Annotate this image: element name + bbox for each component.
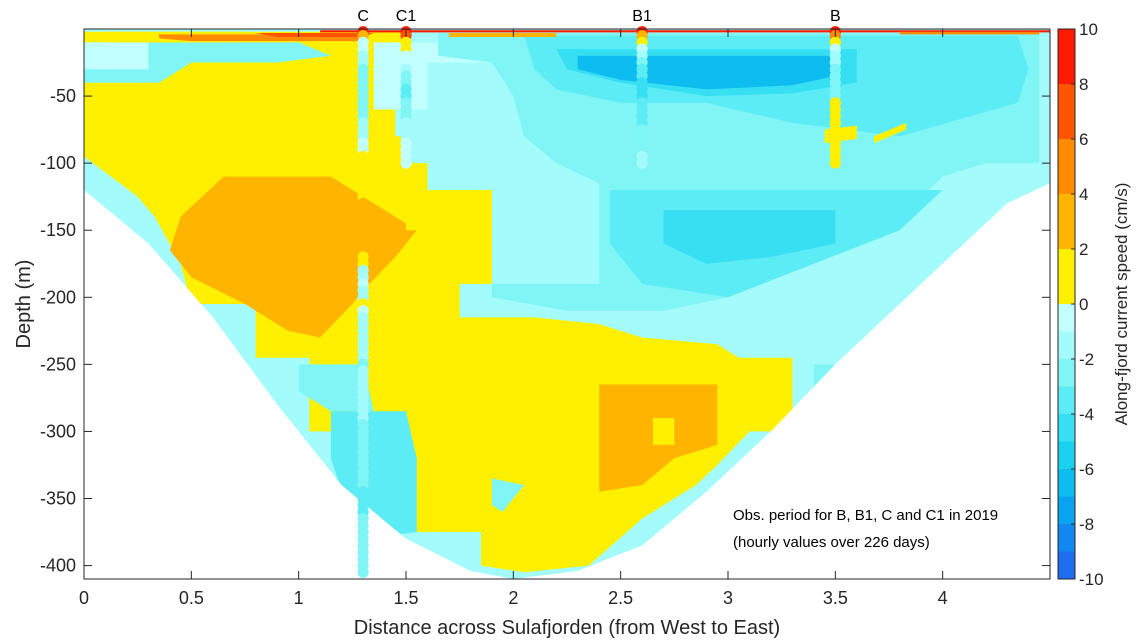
x-axis: 0 0.5 1 1.5 2 2.5 3 3.5 4 [79, 29, 948, 608]
x-tick-label: 2.5 [608, 588, 633, 608]
mooring-label-c1: C1 [396, 8, 417, 25]
colorbar-tick-label: 2 [1079, 240, 1088, 259]
below-seabed-mask-layer [84, 183, 1050, 580]
mooring-markers-layer: C C1 B1 B [357, 8, 841, 578]
colorbar-tick-label: -8 [1079, 515, 1094, 534]
contour-region-15 [406, 190, 428, 231]
contour-region-23 [255, 33, 374, 37]
mooring-label-c: C [357, 8, 369, 25]
x-tick-label: 1 [294, 588, 304, 608]
colorbar: 10 8 6 4 2 0 -2 -4 -6 -8 -10 [1057, 20, 1104, 589]
colorbar-band [1058, 194, 1075, 249]
contour-region-19 [298, 364, 374, 412]
x-axis-label: Distance across Sulafjorden (from West t… [354, 617, 780, 639]
x-tick-label: 4 [938, 588, 948, 608]
contour-region-24 [320, 30, 1050, 33]
x-tick-label: 0 [79, 588, 89, 608]
contour-region-4 [84, 42, 149, 70]
colorbar-label: Along-fjord current speed (cm/s) [1112, 183, 1131, 426]
mooring-b1-point [636, 157, 648, 169]
y-tick-label: -250 [40, 354, 76, 374]
colorbar-band [1058, 551, 1075, 579]
x-tick-label: 2 [508, 588, 518, 608]
colorbar-band [1058, 524, 1075, 552]
contour-fill-layer [84, 29, 1050, 579]
colorbar-tick-label: -2 [1079, 350, 1094, 369]
x-tick-label: 3.5 [823, 588, 848, 608]
below-seabed-mask [84, 183, 1050, 580]
mooring-b-point [829, 157, 841, 169]
colorbar-tick-label: 4 [1079, 185, 1088, 204]
plot-frame [83, 28, 1051, 580]
y-tick-label: -350 [40, 489, 76, 509]
contour-region-25 [899, 31, 1040, 35]
contour-region-11 [663, 210, 836, 264]
mooring-label-b1: B1 [632, 8, 652, 25]
colorbar-band [1058, 331, 1075, 359]
y-tick-label: -150 [40, 220, 76, 240]
colorbar-tick-label: -4 [1079, 405, 1094, 424]
mooring-c: C [357, 8, 369, 578]
colorbar-band [1058, 441, 1075, 469]
x-tick-label: 0.5 [179, 588, 204, 608]
y-axis-label: Depth (m) [13, 260, 35, 349]
colorbar-tick-label: 8 [1079, 75, 1088, 94]
y-tick-label: -300 [40, 421, 76, 441]
mooring-c1-point [400, 157, 412, 169]
colorbar-tick-label: 10 [1079, 20, 1098, 39]
mooring-label-b: B [830, 8, 841, 25]
mooring-c1: C1 [396, 8, 417, 169]
colorbar-band [1058, 304, 1075, 332]
contour-region-14 [169, 176, 417, 338]
annotation-line-1: Obs. period for B, B1, C and C1 in 2019 [733, 507, 998, 524]
mooring-b1: B1 [632, 8, 652, 169]
y-axis: -50 -100 -150 -200 -250 -300 -350 -400 [40, 86, 1050, 576]
colorbar-band [1058, 139, 1075, 194]
colorbar-band [1058, 469, 1075, 497]
contour-region-17 [652, 418, 675, 445]
colorbar-band [1058, 29, 1075, 84]
x-tick-label: 3 [723, 588, 733, 608]
colorbar-band [1058, 414, 1075, 442]
contour-region-20 [491, 478, 525, 512]
colorbar-band [1058, 496, 1075, 524]
mooring-c-point [357, 566, 369, 578]
y-tick-label: -400 [40, 556, 76, 576]
colorbar-tick-label: 0 [1079, 295, 1088, 314]
y-tick-label: -200 [40, 287, 76, 307]
colorbar-tick-label: -10 [1079, 570, 1104, 589]
contour-region-26 [448, 33, 557, 37]
y-tick-label: -50 [50, 86, 76, 106]
colorbar-band [1058, 359, 1075, 387]
annotation-line-2: (hourly values over 226 days) [733, 534, 930, 551]
colorbar-tick-label: -6 [1079, 460, 1094, 479]
contour-region-13 [874, 122, 907, 143]
x-tick-label: 1.5 [393, 588, 418, 608]
colorbar-band [1058, 84, 1075, 139]
colorbar-band [1058, 249, 1075, 304]
colorbar-band [1058, 386, 1075, 414]
y-tick-label: -100 [40, 153, 76, 173]
colorbar-tick-label: 6 [1079, 130, 1088, 149]
